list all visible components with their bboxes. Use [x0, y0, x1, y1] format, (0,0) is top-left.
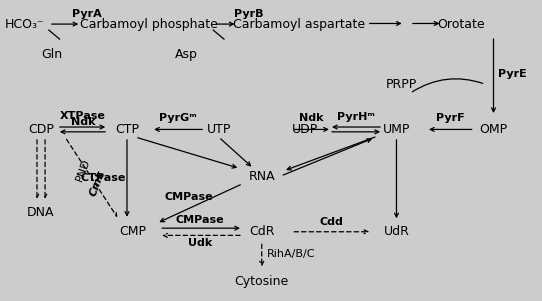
Text: PyrB: PyrB	[234, 8, 263, 19]
Text: Carbamoyl aspartate: Carbamoyl aspartate	[234, 17, 365, 31]
Text: XTPase: XTPase	[60, 111, 106, 121]
Text: CMPase: CMPase	[176, 215, 224, 225]
Text: CdR: CdR	[249, 225, 274, 238]
Text: Cmk: Cmk	[88, 169, 107, 198]
Text: PND: PND	[74, 157, 92, 183]
Text: PyrF: PyrF	[436, 113, 464, 123]
Text: Cytosine: Cytosine	[235, 275, 289, 288]
Text: CTPase: CTPase	[80, 172, 125, 183]
Text: Gln: Gln	[41, 48, 62, 61]
Text: DNA: DNA	[27, 206, 55, 219]
Text: PyrGᵐ: PyrGᵐ	[159, 113, 197, 123]
Text: RNA: RNA	[248, 169, 275, 183]
Text: UdR: UdR	[384, 225, 409, 238]
Text: CTP: CTP	[115, 123, 139, 136]
Text: CMPase: CMPase	[165, 192, 213, 202]
Text: CMP: CMP	[119, 225, 146, 238]
Text: Carbamoyl phosphate: Carbamoyl phosphate	[80, 17, 217, 31]
Text: OMP: OMP	[480, 123, 507, 136]
Text: UTP: UTP	[207, 123, 231, 136]
Text: Ndk: Ndk	[70, 117, 95, 127]
Text: PyrA: PyrA	[72, 8, 101, 19]
Text: RihA/B/C: RihA/B/C	[267, 249, 315, 259]
Text: PyrE: PyrE	[498, 69, 527, 79]
Text: UMP: UMP	[383, 123, 410, 136]
Text: UDP: UDP	[292, 123, 318, 136]
Text: Orotate: Orotate	[437, 17, 485, 31]
Text: CDP: CDP	[28, 123, 54, 136]
Text: HCO₃⁻: HCO₃⁻	[5, 17, 44, 31]
Text: Udk: Udk	[188, 237, 212, 248]
Text: PRPP: PRPP	[386, 78, 417, 91]
Text: PyrHᵐ: PyrHᵐ	[337, 112, 375, 123]
Text: Asp: Asp	[175, 48, 198, 61]
Text: Ndk: Ndk	[299, 113, 323, 123]
Text: Cdd: Cdd	[320, 217, 344, 227]
